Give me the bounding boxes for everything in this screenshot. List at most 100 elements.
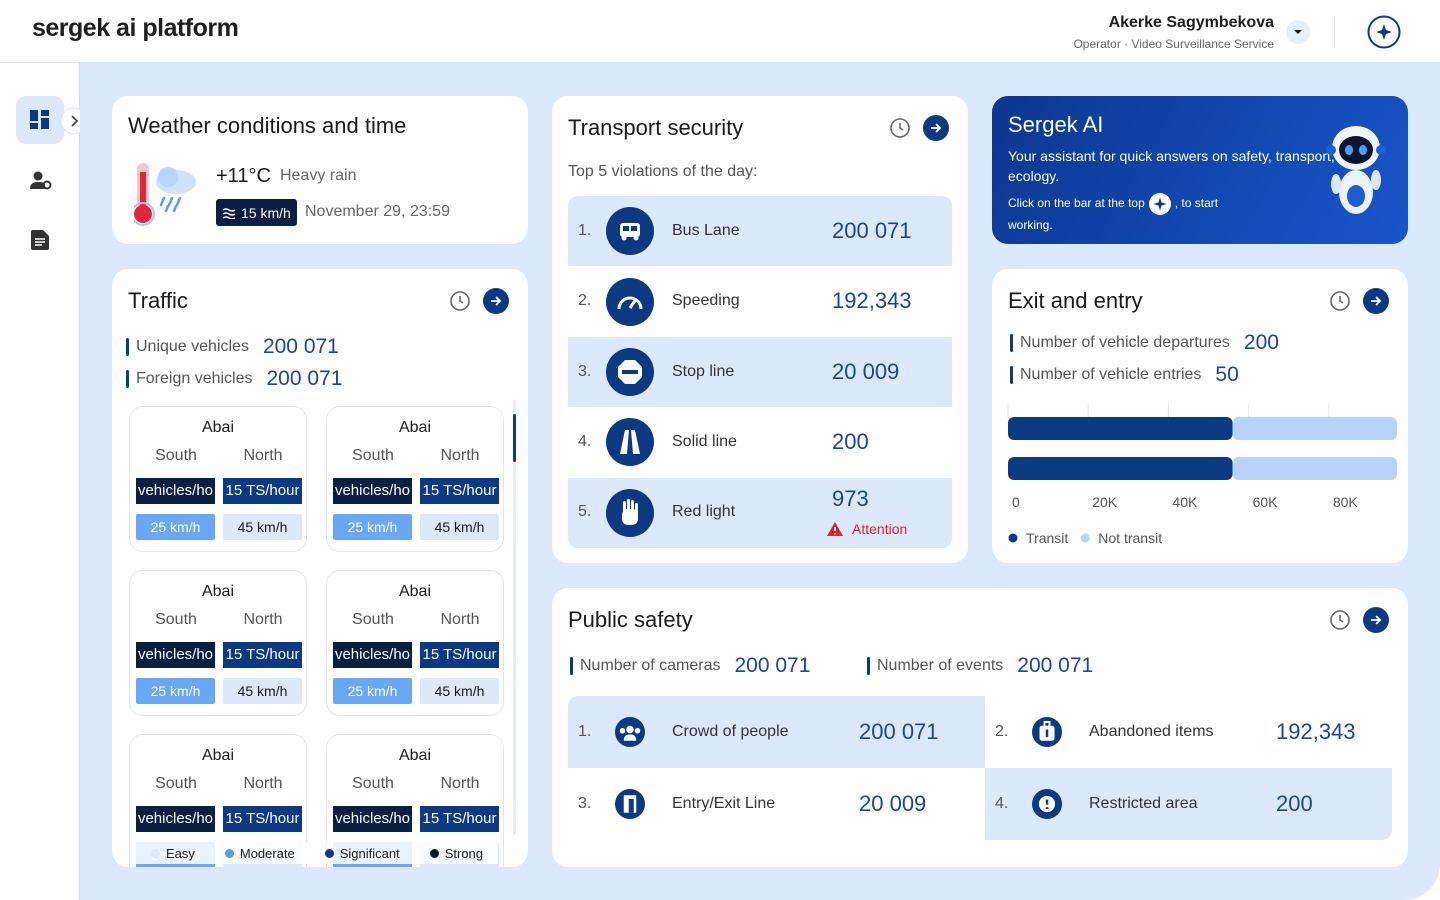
icon-part — [890, 118, 910, 138]
x-tick-label: 0 — [1012, 494, 1020, 510]
history-button[interactable] — [1329, 290, 1351, 312]
stat-marker — [126, 370, 129, 388]
direction: North — [243, 775, 283, 792]
header-divider — [1334, 16, 1335, 48]
ai-button[interactable] — [1367, 15, 1401, 49]
traffic-card — [112, 269, 528, 867]
speed-badge: 45 km/h — [420, 678, 499, 704]
rank: 4. — [578, 433, 592, 450]
rank: 2. — [578, 292, 592, 310]
speed-badge: 25 km/h — [333, 514, 412, 540]
icon-part — [628, 799, 634, 813]
history-button[interactable] — [1329, 609, 1351, 631]
violation-name: Solid line — [672, 433, 737, 450]
legend-dot — [429, 848, 439, 858]
stat: Number of events 200 071 — [867, 652, 1093, 680]
open-button[interactable] — [483, 288, 509, 314]
road-name: Abai — [398, 747, 432, 764]
hint-text: Click on the bar at the top — [1008, 196, 1145, 211]
icon-part — [615, 789, 645, 819]
stat: Number of vehicle entries 50 — [1010, 361, 1239, 389]
direction: North — [440, 775, 480, 792]
open-button[interactable] — [1363, 607, 1389, 633]
stat: Unique vehicles 200 071 — [126, 333, 339, 361]
icon-part — [623, 734, 637, 741]
stat-marker — [1010, 334, 1013, 352]
icon-part — [631, 499, 634, 512]
violation-value: 20 009 — [832, 358, 900, 384]
stat: Foreign vehicles 200 071 — [126, 365, 342, 393]
road-name: Abai — [398, 419, 432, 436]
icon-part — [623, 226, 629, 232]
icon-part — [71, 115, 79, 127]
violation-name: Speeding — [672, 292, 740, 310]
stat-label: Foreign vehicles — [136, 370, 253, 387]
stat-value: 200 071 — [266, 367, 343, 390]
history-button[interactable] — [889, 117, 911, 139]
icon-part — [1330, 610, 1350, 630]
icon-part — [627, 498, 630, 511]
flow-badge: 15 TS/hour — [420, 478, 499, 504]
icon-part — [30, 123, 38, 129]
safety-name: Abandoned items — [1089, 722, 1214, 740]
header-bar — [0, 0, 1440, 63]
violation-icon — [606, 207, 654, 256]
icon-part — [31, 230, 49, 250]
stat-marker — [570, 657, 573, 675]
sidebar-active[interactable] — [16, 96, 64, 144]
open-button[interactable] — [923, 115, 949, 141]
flow-badge: vehicles/ho — [333, 806, 412, 832]
icon-part — [1153, 197, 1167, 211]
safety-value: 192,343 — [1276, 718, 1356, 744]
hint-text: , to start working. — [1008, 196, 1219, 232]
icon-part — [1043, 721, 1051, 728]
direction: South — [352, 775, 394, 792]
rank: 2. — [995, 722, 1009, 740]
icon-part — [30, 182, 45, 189]
x-tick-label: 20K — [1092, 494, 1118, 510]
open-button[interactable] — [1363, 288, 1389, 314]
flow-badge: vehicles/ho — [333, 478, 412, 504]
assistant-card[interactable] — [992, 96, 1408, 244]
user-menu-button[interactable] — [1286, 20, 1310, 44]
speed-badge: 25 km/h — [136, 514, 215, 540]
bar-segment — [1232, 417, 1397, 440]
scroll-thumb[interactable] — [513, 414, 516, 462]
icon-part — [1294, 30, 1302, 34]
icon-part — [1330, 291, 1350, 311]
violation-icon — [606, 418, 654, 467]
icon-part — [615, 717, 645, 747]
legend-dot — [324, 848, 334, 858]
icon-part — [134, 202, 155, 226]
violation-icon — [606, 348, 654, 396]
safety-value: 20 009 — [859, 790, 927, 816]
legend-item: Moderate — [224, 846, 295, 861]
icon-part — [1347, 185, 1365, 207]
icon-part — [626, 725, 634, 734]
exit-entry-chart: 0 20K 40K 60K 80K Transit Not transit — [1007, 404, 1397, 546]
icon-part — [621, 235, 627, 241]
icon-part — [622, 370, 638, 374]
icon-part — [41, 110, 49, 116]
icon-part — [450, 291, 470, 311]
safety-icon — [1032, 789, 1062, 819]
direction: South — [155, 611, 197, 628]
violation-name: Bus Lane — [672, 221, 740, 239]
rank: 3. — [578, 362, 592, 380]
direction: South — [352, 447, 394, 464]
dashboard-icon — [30, 110, 49, 129]
legend-item: Significant — [324, 846, 400, 861]
stat-label: Number of vehicle entries — [1020, 366, 1202, 383]
traffic-list: Abai South vehicles/ho 25 km/h North 15 TS/ho… — [128, 400, 506, 867]
safety-value: 200 071 — [859, 718, 939, 744]
icon-part — [1339, 296, 1344, 304]
reports-icon[interactable] — [31, 230, 49, 250]
users-icon[interactable] — [30, 170, 52, 190]
history-button[interactable] — [449, 290, 471, 312]
